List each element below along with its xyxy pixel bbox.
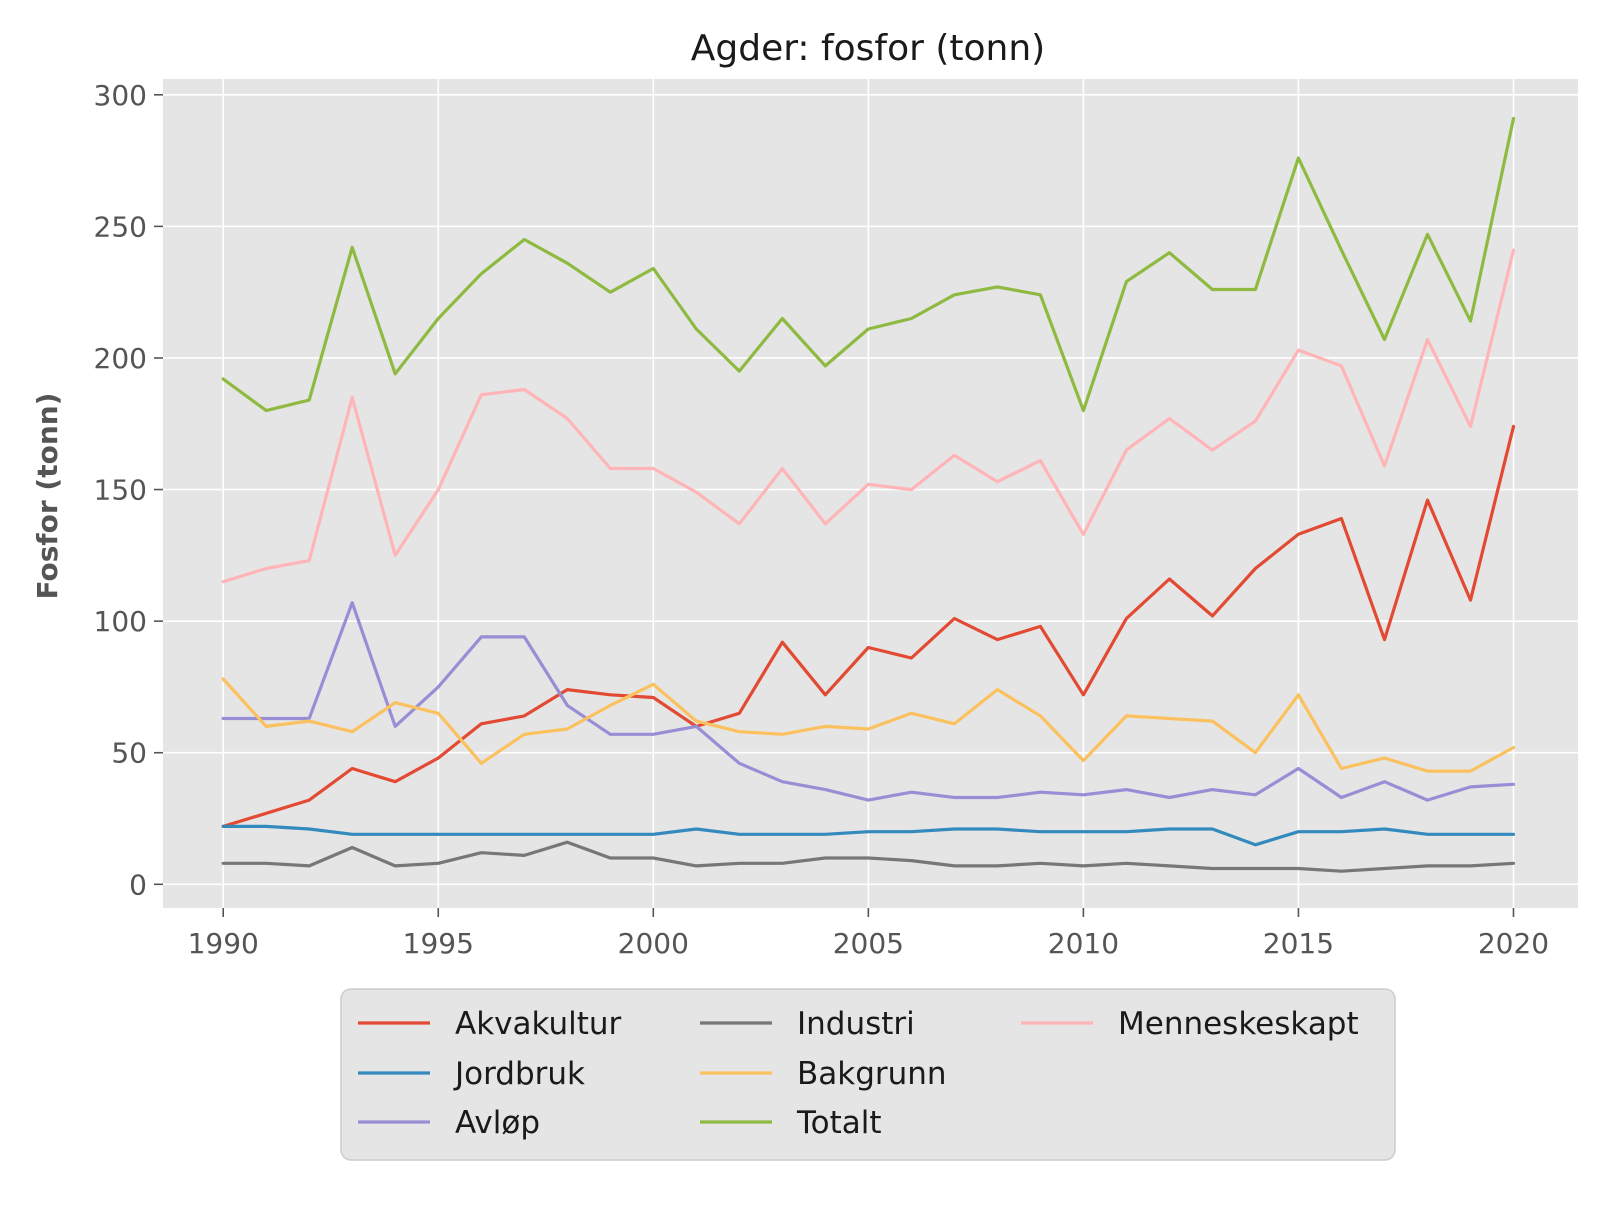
legend-box (340, 988, 1396, 1161)
series-line-menneskeskapt (221, 248, 1516, 584)
x-tick-label: 2010 (1048, 927, 1119, 960)
x-tick-label: 1995 (403, 927, 474, 960)
series-line-totalt (221, 116, 1516, 413)
series-line-industri (221, 840, 1516, 873)
y-tick-label: 100 (94, 605, 147, 638)
y-tick-label: 250 (94, 210, 147, 243)
series-lines (221, 116, 1516, 873)
legend-label: Menneskeskapt (1118, 1006, 1359, 1042)
x-tick-label: 2005 (833, 927, 904, 960)
y-tick-label: 50 (111, 737, 147, 770)
legend-label: Avløp (455, 1105, 540, 1141)
x-axis: 1990 1995 2000 2005 2010 2015 2020 (188, 908, 1549, 960)
y-axis: 0 50 100 150 200 250 300 (94, 79, 163, 901)
legend-item-industri: Industri (700, 1006, 915, 1042)
series-line-bakgrunn (221, 677, 1516, 773)
legend: Akvakultur Jordbruk Avløp Industri Bakgrunn T… (340, 988, 1396, 1161)
x-tick-label: 1990 (188, 927, 259, 960)
legend-label: Bakgrunn (797, 1056, 947, 1092)
legend-item-jordbruk: Jordbruk (358, 1056, 585, 1092)
legend-item-akvakultur: Akvakultur (358, 1006, 622, 1042)
y-axis-label: Fosfor (tonn) (31, 393, 64, 600)
y-tick-label: 150 (94, 474, 147, 507)
chart-title: Agder: fosfor (tonn) (691, 28, 1045, 69)
x-tick-label: 2020 (1478, 927, 1549, 960)
legend-label: Industri (797, 1006, 915, 1042)
y-tick-label: 0 (129, 868, 147, 901)
series-line-jordbruk (221, 824, 1516, 847)
y-tick-label: 200 (94, 342, 147, 375)
legend-label: Jordbruk (453, 1056, 585, 1092)
x-tick-label: 2015 (1263, 927, 1334, 960)
legend-label: Totalt (796, 1105, 882, 1141)
legend-item-bakgrunn: Bakgrunn (700, 1056, 947, 1092)
legend-item-menneskeskapt: Menneskeskapt (1021, 1006, 1359, 1042)
y-tick-label: 300 (94, 79, 147, 112)
x-tick-label: 2000 (618, 927, 689, 960)
legend-item-totalt: Totalt (700, 1105, 882, 1141)
plot-area (163, 79, 1578, 908)
series-line-avlop (221, 601, 1516, 802)
legend-label: Akvakultur (455, 1006, 622, 1042)
legend-item-avlop: Avløp (358, 1105, 540, 1141)
grid-lines (163, 79, 1578, 908)
series-line-akvakultur (221, 424, 1516, 829)
